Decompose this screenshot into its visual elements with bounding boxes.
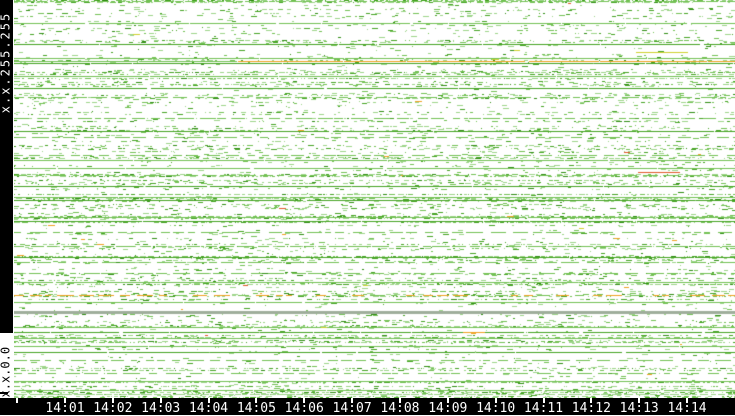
x-tick-label: 14:08 (380, 401, 420, 416)
x-tick-label: 14:05 (236, 401, 276, 416)
y-axis-tick (0, 392, 8, 394)
x-tick-label: 14:01 (45, 401, 85, 416)
x-tick-label: 14:04 (188, 401, 229, 416)
x-tick-label: 14:13 (619, 401, 659, 416)
x-tick-label: 14:09 (428, 401, 468, 416)
x-tick-label: 14:11 (523, 401, 564, 416)
x-axis-tick (207, 398, 210, 403)
scatter-canvas (14, 0, 735, 398)
x-tick-label: 14:06 (284, 401, 324, 416)
x-axis-tick (111, 398, 114, 403)
x-tick-label: 14:02 (93, 401, 133, 416)
x-tick-label: 14:07 (332, 401, 372, 416)
x-axis-tick (686, 398, 689, 403)
x-tick-label: 14:03 (141, 401, 181, 416)
x-axis-bar: 14:01 14:02 14:03 14:04 14:05 14:06 14:07 14:08… (0, 398, 735, 416)
x-axis-tick (64, 398, 66, 403)
x-axis-tick (446, 398, 449, 403)
x-tick-label: 14:14 (667, 401, 707, 416)
x-axis-tick (303, 398, 306, 403)
y-axis-min-label: x.x.0.0 (0, 346, 13, 398)
x-axis-tick (16, 398, 18, 403)
x-axis-tick (351, 398, 354, 403)
x-axis-tick (542, 398, 545, 403)
x-axis-tick (638, 398, 641, 403)
x-axis-tick (494, 398, 497, 403)
x-axis-tick (255, 398, 258, 403)
x-axis-tick (398, 398, 401, 403)
x-axis-tick (590, 398, 593, 403)
x-axis-tick (159, 398, 162, 403)
x-tick-label: 14:12 (571, 401, 611, 416)
y-axis-max-label: x.x.255.255 (0, 11, 13, 114)
x-tick-label: 14:10 (476, 401, 516, 416)
y-axis-bar (0, 0, 13, 333)
